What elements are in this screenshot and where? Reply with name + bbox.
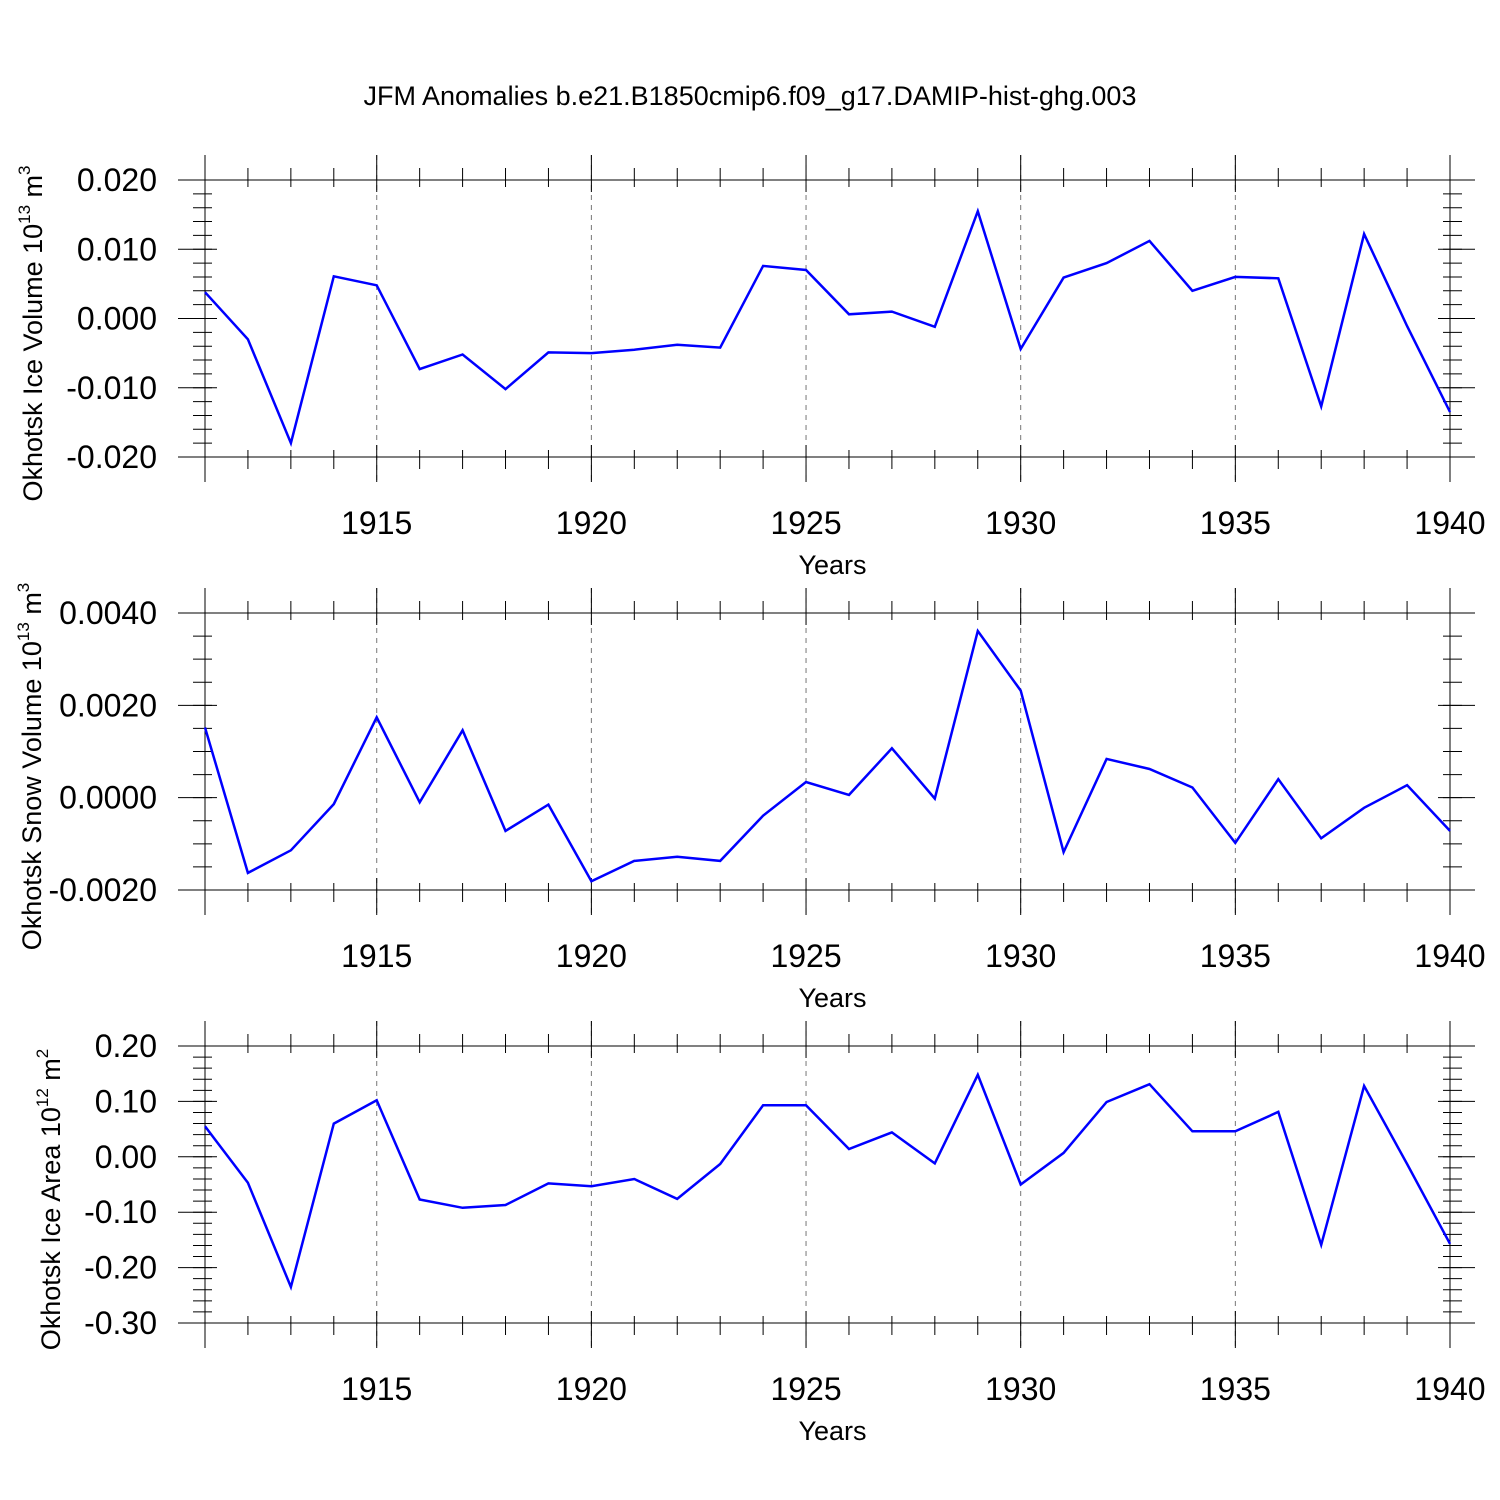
- x-tick-label: 1915: [341, 1371, 412, 1407]
- x-axis-label: Years: [798, 550, 866, 580]
- x-tick-label: 1915: [341, 505, 412, 541]
- y-tick-label: 0.010: [77, 231, 157, 267]
- y-axis-label: Okhotsk Ice Area 1012 m2: [33, 1049, 66, 1351]
- snow-volume-panel: -0.0020 0.0000 0.0020 0.0040 1915 1920 1925 193…: [14, 583, 1486, 1013]
- y-tick-label: 0.20: [95, 1028, 157, 1064]
- figure-title: JFM Anomalies b.e21.B1850cmip6.f09_g17.D…: [364, 81, 1137, 111]
- y-tick-label: -0.020: [66, 439, 157, 475]
- y-tick-label: -0.0020: [48, 872, 157, 908]
- x-tick-label: 1920: [556, 505, 627, 541]
- x-tick-label: 1925: [770, 505, 841, 541]
- y-tick-label: 0.020: [77, 162, 157, 198]
- x-tick-label: 1935: [1200, 1371, 1271, 1407]
- y-tick-label: -0.10: [84, 1194, 157, 1230]
- y-tick-label: -0.30: [84, 1305, 157, 1341]
- y-tick-label: 0.000: [77, 301, 157, 337]
- x-tick-label: 1935: [1200, 505, 1271, 541]
- y-tick-label: -0.010: [66, 370, 157, 406]
- y-tick-label: 0.0000: [59, 780, 157, 816]
- x-tick-label: 1920: [556, 938, 627, 974]
- y-tick-label: 0.0040: [59, 595, 157, 631]
- x-tick-label: 1925: [770, 1371, 841, 1407]
- y-tick-label: 0.10: [95, 1083, 157, 1119]
- y-tick-label: 0.0020: [59, 687, 157, 723]
- x-tick-label: 1940: [1414, 505, 1485, 541]
- x-tick-label: 1930: [985, 938, 1056, 974]
- x-tick-label: 1925: [770, 938, 841, 974]
- x-tick-label: 1940: [1414, 1371, 1485, 1407]
- snow-volume-series-line: [203, 628, 1451, 883]
- y-tick-label: -0.20: [84, 1250, 157, 1286]
- x-tick-label: 1930: [985, 1371, 1056, 1407]
- y-axis-label: Okhotsk Ice Volume 1013 m3: [15, 165, 48, 501]
- x-tick-label: 1935: [1200, 938, 1271, 974]
- y-axis-label: Okhotsk Snow Volume 1013 m3: [14, 583, 47, 951]
- x-tick-label: 1940: [1414, 938, 1485, 974]
- ice-area-panel: -0.30 -0.20 -0.10 0.00 0.10 0.20 1915 1920 1925 1…: [33, 1021, 1486, 1446]
- ice-area-series-line: [204, 1071, 1452, 1291]
- x-tick-label: 1920: [556, 1371, 627, 1407]
- x-axis-label: Years: [798, 1416, 866, 1446]
- y-tick-label: 0.00: [95, 1139, 157, 1175]
- ice-volume-series-line: [204, 207, 1452, 448]
- x-tick-label: 1930: [985, 505, 1056, 541]
- ice-volume-panel: -0.020 -0.010 0.000 0.010 0.020 1915 1920 1925 1…: [15, 155, 1486, 580]
- x-axis-label: Years: [798, 983, 866, 1013]
- x-tick-label: 1915: [341, 938, 412, 974]
